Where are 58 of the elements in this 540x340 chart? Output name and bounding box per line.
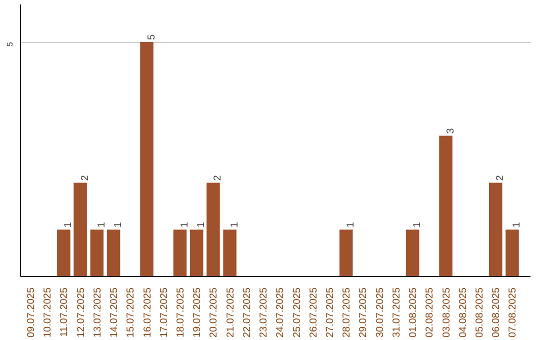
data-label: 1	[63, 222, 74, 228]
bar	[106, 230, 120, 276]
bar	[57, 230, 70, 276]
bar	[74, 182, 87, 276]
x-tick-label: 10.07.2025	[42, 287, 54, 338]
x-tick-label: 15.07.2025	[126, 287, 137, 338]
x-tick-label: 28.07.2025	[342, 287, 353, 338]
data-label: 3	[445, 128, 456, 134]
bar	[90, 230, 104, 276]
x-tick-label: 14.07.2025	[109, 287, 120, 338]
data-label: 2	[80, 174, 91, 181]
x-tick-label: 27.07.2025	[324, 287, 336, 338]
data-label: 5	[146, 34, 158, 40]
x-tick-label: 18.07.2025	[175, 287, 186, 338]
x-tick-label: 25.07.2025	[292, 287, 303, 338]
data-label: 1	[512, 222, 523, 228]
x-tick-label: 30.07.2025	[374, 287, 386, 338]
x-tick-label: 21.07.2025	[225, 287, 236, 338]
x-tick-label: 05.08.2025	[474, 287, 486, 338]
data-label: 1	[346, 222, 357, 228]
x-tick-label: 13.07.2025	[92, 287, 104, 338]
x-tick-label: 11.07.2025	[59, 287, 70, 337]
bar	[173, 230, 187, 276]
bar	[506, 230, 519, 276]
bar	[488, 182, 502, 276]
x-tick-label: 09.07.2025	[26, 287, 37, 338]
data-label: 1	[412, 222, 424, 228]
x-tick-label: 20.07.2025	[208, 287, 220, 338]
data-label: 1	[179, 222, 190, 228]
data-label: 1	[96, 222, 108, 228]
x-tick-label: 26.07.2025	[308, 287, 320, 338]
data-label: 1	[229, 222, 240, 228]
x-tick-label: 22.07.2025	[242, 287, 253, 338]
x-tick-label: 17.07.2025	[158, 287, 170, 338]
x-tick-label: 06.08.2025	[491, 287, 502, 338]
bar	[190, 230, 204, 276]
x-tick-label: 24.07.2025	[275, 287, 286, 338]
bar	[439, 136, 452, 276]
data-label: 1	[113, 222, 124, 228]
x-tick-label: 29.07.2025	[358, 287, 370, 338]
x-tick-label: 07.08.2025	[508, 287, 519, 338]
x-tick-label: 01.08.2025	[408, 287, 420, 338]
bar	[339, 230, 353, 276]
x-tick-label: 02.08.2025	[424, 287, 436, 338]
bar	[406, 230, 420, 276]
x-tick-label: 12.07.2025	[76, 287, 87, 338]
x-tick-label: 23.07.2025	[258, 287, 270, 338]
x-tick-label: 19.07.2025	[192, 287, 204, 338]
data-label: 1	[196, 222, 208, 228]
bar	[206, 182, 220, 276]
bar	[223, 230, 236, 276]
x-tick-label: 03.08.2025	[441, 287, 452, 338]
x-tick-label: 16.07.2025	[142, 287, 154, 338]
bar	[140, 42, 154, 276]
x-tick-label: 04.08.2025	[458, 287, 469, 338]
data-label: 2	[212, 174, 224, 181]
data-label: 2	[495, 174, 506, 181]
x-tick-label: 31.07.2025	[391, 287, 402, 338]
